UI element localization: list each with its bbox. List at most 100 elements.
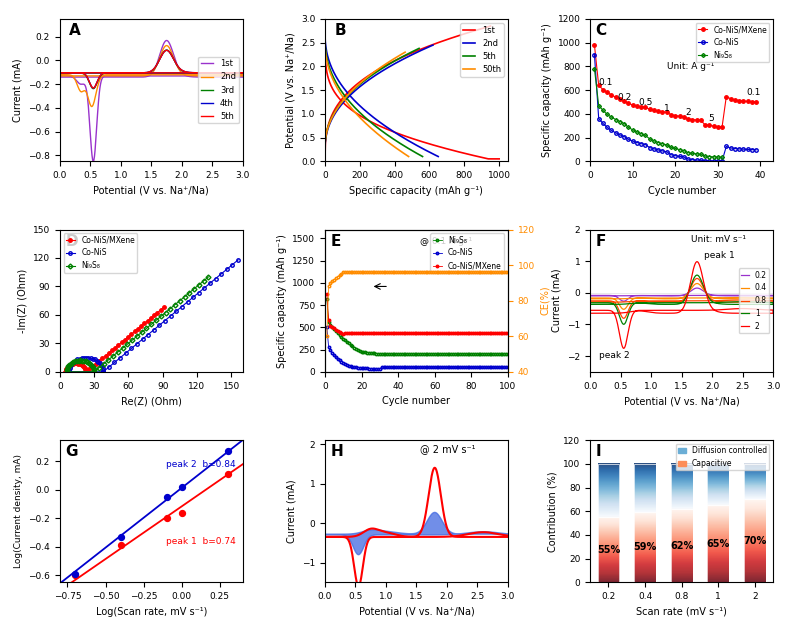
Ni₉S₈ (662, 141, 672, 149)
1st (193, 73, 202, 81)
Co-NiS (132, 340, 142, 348)
Ni₉S₈ (364, 349, 374, 356)
Co-NiS (65, 363, 75, 370)
Ni₉S₈ (705, 153, 714, 160)
Line: 2nd: 2nd (325, 33, 438, 156)
Ni₉S₈ (171, 301, 180, 308)
0.8 (693, 275, 702, 282)
1st (447, 146, 457, 154)
2nd (402, 136, 412, 144)
5th (103, 69, 112, 77)
Co-NiS (417, 363, 426, 371)
Co-NiS/MXene (139, 320, 149, 327)
4th (138, 69, 147, 77)
Ni₉S₈ (104, 356, 113, 364)
Legend: Diffusion controlled, Capacitive: Diffusion controlled, Capacitive (676, 444, 769, 470)
Ni₉S₈ (645, 135, 654, 143)
Co-NiS/MXene (359, 329, 368, 337)
Co-NiS (364, 365, 374, 372)
Co-NiS (86, 354, 96, 362)
0.8 (619, 315, 629, 322)
Ni₉S₈ (74, 357, 84, 365)
Text: peak 1: peak 1 (704, 251, 734, 260)
Ni₉S₈ (128, 336, 137, 344)
Y-axis label: Current (mA): Current (mA) (286, 479, 296, 543)
Co-NiS (93, 358, 103, 365)
3rd (56, 70, 65, 77)
Co-NiS (726, 144, 736, 152)
Bar (598, 464, 619, 517)
Co-NiS/MXene (120, 335, 130, 343)
Co-NiS/MXene (77, 361, 87, 369)
1st (88, 73, 97, 81)
Co-NiS (632, 139, 642, 146)
2 (693, 258, 702, 265)
1 (619, 320, 629, 328)
Ni₉S₈ (194, 281, 204, 289)
Ni₉S₈ (357, 348, 367, 356)
Co-NiS/MXene (726, 95, 736, 103)
Co-NiS/MXene (130, 328, 139, 335)
Ni₉S₈ (67, 359, 77, 367)
X-axis label: Scan rate (mV s⁻¹): Scan rate (mV s⁻¹) (636, 606, 727, 617)
Text: peak 1  b=0.74: peak 1 b=0.74 (167, 537, 236, 546)
Ni₉S₈ (89, 368, 99, 375)
50th (320, 39, 330, 46)
Co-NiS (199, 284, 209, 292)
Co-NiS/MXene (61, 365, 71, 372)
Legend: 1st, 2nd, 3rd, 4th, 5th: 1st, 2nd, 3rd, 4th, 5th (198, 57, 238, 123)
50th (330, 80, 340, 88)
5th (163, 47, 173, 54)
2 (744, 310, 754, 317)
2nd (163, 42, 173, 50)
Ni₉S₈ (658, 140, 667, 147)
Co-NiS (97, 363, 107, 370)
Ni₉S₈ (709, 153, 718, 161)
Co-NiS (701, 157, 710, 165)
Y-axis label: Specific capacity (mAh g⁻¹): Specific capacity (mAh g⁻¹) (542, 23, 552, 157)
X-axis label: Re(Z) (Ohm): Re(Z) (Ohm) (121, 396, 182, 406)
Ni₉S₈ (683, 149, 693, 156)
Text: G: G (65, 444, 78, 460)
3rd (162, 46, 171, 54)
Line: Co-NiS: Co-NiS (67, 258, 240, 373)
Line: 1st: 1st (325, 33, 499, 159)
Line: 1: 1 (591, 275, 773, 324)
Point (222, 469, 234, 479)
0.8 (709, 297, 719, 304)
Co-NiS (98, 366, 108, 373)
Co-NiS (705, 157, 714, 165)
Co-NiS (88, 355, 97, 363)
Ni₉S₈ (611, 116, 621, 123)
0.2 (693, 284, 702, 292)
Co-NiS (222, 265, 232, 273)
Ni₉S₈ (80, 358, 90, 365)
Co-NiS (739, 146, 748, 153)
1st (389, 128, 398, 135)
Co-NiS/MXene (127, 330, 136, 338)
Text: peak 2: peak 2 (599, 351, 630, 360)
Y-axis label: Current (mA): Current (mA) (552, 269, 562, 332)
1 (709, 299, 719, 306)
5th (320, 34, 330, 42)
Text: D: D (65, 234, 78, 249)
Bar (634, 464, 656, 512)
Co-NiS (217, 270, 226, 278)
1st (341, 101, 351, 109)
Co-NiS/MXene (81, 368, 91, 375)
Ni₉S₈ (717, 154, 727, 161)
X-axis label: Potential (V vs. Na⁺/Na): Potential (V vs. Na⁺/Na) (93, 185, 209, 196)
Co-NiS/MXene (107, 346, 116, 354)
Bar (634, 512, 656, 582)
Co-NiS (228, 261, 238, 268)
1st (163, 37, 173, 45)
5th (193, 69, 202, 77)
Ni₉S₈ (65, 361, 74, 368)
Ni₉S₈ (166, 304, 175, 312)
Co-NiS (110, 359, 120, 367)
Co-NiS/MXene (80, 364, 89, 372)
Text: 5: 5 (709, 115, 714, 123)
Ni₉S₈ (72, 357, 81, 365)
Line: 5th: 5th (61, 50, 242, 73)
Text: I: I (595, 444, 601, 460)
